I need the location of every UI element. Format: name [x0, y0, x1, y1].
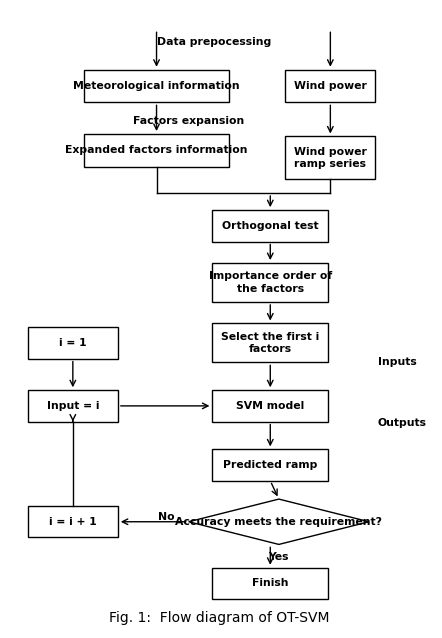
Text: Fig. 1:  Flow diagram of OT-SVM: Fig. 1: Flow diagram of OT-SVM — [109, 611, 329, 625]
Text: Importance order of
the factors: Importance order of the factors — [209, 271, 332, 293]
Text: Inputs: Inputs — [377, 357, 416, 367]
Text: Accuracy meets the requirement?: Accuracy meets the requirement? — [175, 517, 382, 527]
FancyBboxPatch shape — [285, 70, 375, 102]
Text: Expanded factors information: Expanded factors information — [65, 145, 248, 155]
Text: i = 1: i = 1 — [59, 338, 87, 348]
FancyBboxPatch shape — [28, 390, 118, 422]
Text: Yes: Yes — [269, 552, 289, 562]
Text: Data prepocessing: Data prepocessing — [157, 37, 271, 47]
Text: Orthogonal test: Orthogonal test — [222, 221, 319, 231]
Text: Factors expansion: Factors expansion — [133, 115, 244, 126]
Text: Wind power: Wind power — [294, 81, 367, 91]
FancyBboxPatch shape — [28, 506, 118, 537]
FancyBboxPatch shape — [212, 449, 328, 481]
Text: Wind power
ramp series: Wind power ramp series — [294, 147, 367, 169]
Text: i = i + 1: i = i + 1 — [49, 517, 97, 527]
FancyBboxPatch shape — [28, 327, 118, 359]
FancyBboxPatch shape — [212, 390, 328, 422]
Text: Outputs: Outputs — [377, 418, 427, 428]
FancyBboxPatch shape — [212, 323, 328, 362]
Text: Predicted ramp: Predicted ramp — [223, 460, 317, 470]
FancyBboxPatch shape — [212, 210, 328, 242]
Text: Input = i: Input = i — [46, 401, 99, 411]
Polygon shape — [189, 499, 369, 544]
FancyBboxPatch shape — [212, 263, 328, 302]
FancyBboxPatch shape — [84, 70, 229, 102]
Text: Finish: Finish — [252, 579, 289, 588]
FancyBboxPatch shape — [84, 134, 229, 167]
Text: SVM model: SVM model — [236, 401, 305, 411]
FancyBboxPatch shape — [285, 137, 375, 179]
FancyBboxPatch shape — [212, 568, 328, 599]
Text: No: No — [158, 512, 175, 522]
Text: Select the first i
factors: Select the first i factors — [221, 332, 320, 354]
Text: Meteorological information: Meteorological information — [73, 81, 240, 91]
